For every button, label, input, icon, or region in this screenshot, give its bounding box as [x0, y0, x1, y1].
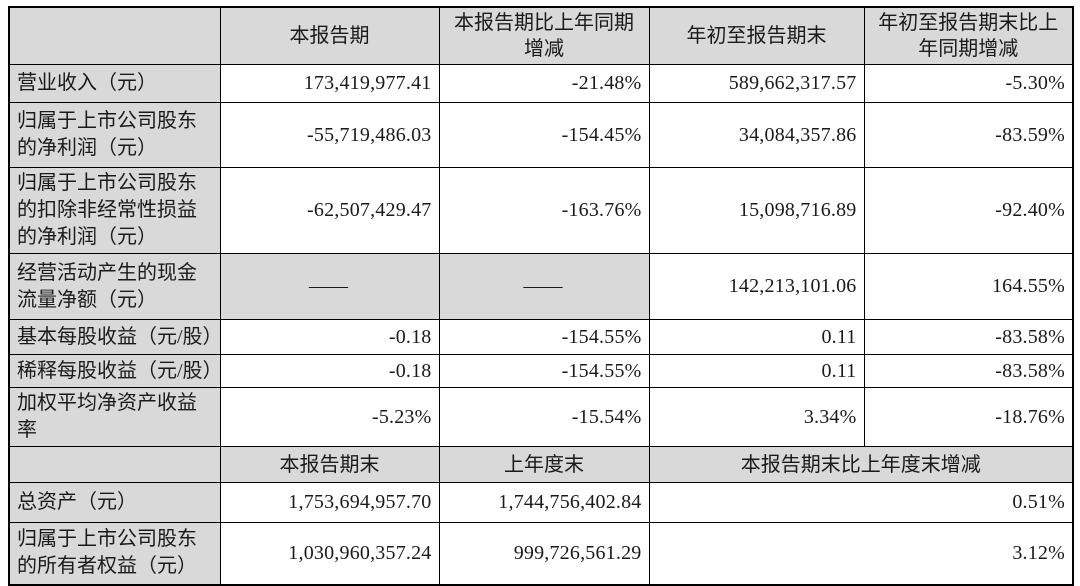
report-page: 本报告期 本报告期比上年同期增减 年初至报告期末 年初至报告期末比上年同期增减 … — [8, 6, 1074, 586]
value-cell: -154.55% — [438, 319, 650, 355]
value-cell: 164.55% — [863, 253, 1074, 320]
value-cell: -5.30% — [863, 64, 1074, 103]
value-cell: -18.76% — [863, 387, 1074, 447]
value-cell: 3.12% — [648, 522, 1074, 585]
column-header-ytd: 年初至报告期末 — [648, 6, 865, 65]
column-header-period-end: 本报告期末 — [219, 446, 440, 483]
table-row-basic-eps: 基本每股收益（元/股） -0.18 -154.55% 0.11 -83.58% — [8, 319, 1074, 355]
row-label: 基本每股收益（元/股） — [8, 319, 221, 355]
table-row-diluted-eps: 稀释每股收益（元/股） -0.18 -154.55% 0.11 -83.58% — [8, 354, 1074, 388]
value-cell: -15.54% — [438, 387, 650, 447]
table-row-total-assets: 总资产（元） 1,753,694,957.70 1,744,756,402.84… — [8, 482, 1074, 523]
row-label: 归属于上市公司股东的所有者权益（元） — [8, 522, 221, 585]
value-cell: 142,213,101.06 — [648, 253, 865, 320]
value-cell: -55,719,486.03 — [219, 102, 440, 168]
column-header-change-vs-prior-year-end: 本报告期末比上年度末增减 — [648, 446, 1074, 483]
value-cell: -62,507,429.47 — [219, 167, 440, 254]
value-cell: -154.55% — [438, 354, 650, 388]
row-label: 归属于上市公司股东的净利润（元） — [8, 102, 221, 168]
value-cell: 0.51% — [648, 482, 1074, 523]
financial-summary-table: 本报告期 本报告期比上年同期增减 年初至报告期末 年初至报告期末比上年同期增减 … — [8, 6, 1074, 586]
value-cell: 3.34% — [648, 387, 865, 447]
table-row-operating-cash-flow: 经营活动产生的现金流量净额（元） —— —— 142,213,101.06 16… — [8, 253, 1074, 320]
value-cell: 1,030,960,357.24 — [219, 522, 440, 585]
value-cell: -83.58% — [863, 354, 1074, 388]
column-header-period-yoy-change: 本报告期比上年同期增减 — [438, 6, 650, 65]
value-cell: -0.18 — [219, 354, 440, 388]
value-cell: 0.11 — [648, 354, 865, 388]
value-cell: 0.11 — [648, 319, 865, 355]
value-cell: -5.23% — [219, 387, 440, 447]
value-cell: -21.48% — [438, 64, 650, 103]
row-label: 加权平均净资产收益率 — [8, 387, 221, 447]
value-cell: 34,084,357.86 — [648, 102, 865, 168]
value-cell: 589,662,317.57 — [648, 64, 865, 103]
dash-cell: —— — [438, 253, 650, 320]
row-label: 归属于上市公司股东的扣除非经常性损益的净利润（元） — [8, 167, 221, 254]
header-blank-cell — [8, 6, 221, 65]
value-cell: 15,098,716.89 — [648, 167, 865, 254]
header-row-period-end: 本报告期末 上年度末 本报告期末比上年度末增减 — [8, 446, 1074, 483]
dash-cell: —— — [219, 253, 440, 320]
header-blank-cell — [8, 446, 221, 483]
column-header-current-period: 本报告期 — [219, 6, 440, 65]
row-label: 经营活动产生的现金流量净额（元） — [8, 253, 221, 320]
value-cell: 999,726,561.29 — [438, 522, 650, 585]
column-header-ytd-yoy-change: 年初至报告期末比上年同期增减 — [863, 6, 1074, 65]
value-cell: 1,753,694,957.70 — [219, 482, 440, 523]
value-cell: -92.40% — [863, 167, 1074, 254]
value-cell: -83.58% — [863, 319, 1074, 355]
row-label: 稀释每股收益（元/股） — [8, 354, 221, 388]
value-cell: -83.59% — [863, 102, 1074, 168]
value-cell: 1,744,756,402.84 — [438, 482, 650, 523]
value-cell: 173,419,977.41 — [219, 64, 440, 103]
table-row-net-profit-after-extraordinary: 归属于上市公司股东的扣除非经常性损益的净利润（元） -62,507,429.47… — [8, 167, 1074, 254]
value-cell: -154.45% — [438, 102, 650, 168]
header-row-period: 本报告期 本报告期比上年同期增减 年初至报告期末 年初至报告期末比上年同期增减 — [8, 6, 1074, 65]
row-label: 营业收入（元） — [8, 64, 221, 103]
row-label: 总资产（元） — [8, 482, 221, 523]
value-cell: -0.18 — [219, 319, 440, 355]
table-row-equity-attributable-to-shareholders: 归属于上市公司股东的所有者权益（元） 1,030,960,357.24 999,… — [8, 522, 1074, 585]
table-row-weighted-avg-roe: 加权平均净资产收益率 -5.23% -15.54% 3.34% -18.76% — [8, 387, 1074, 447]
column-header-prior-year-end: 上年度末 — [438, 446, 650, 483]
table-row-revenue: 营业收入（元） 173,419,977.41 -21.48% 589,662,3… — [8, 64, 1074, 103]
table-row-net-profit: 归属于上市公司股东的净利润（元） -55,719,486.03 -154.45%… — [8, 102, 1074, 168]
value-cell: -163.76% — [438, 167, 650, 254]
